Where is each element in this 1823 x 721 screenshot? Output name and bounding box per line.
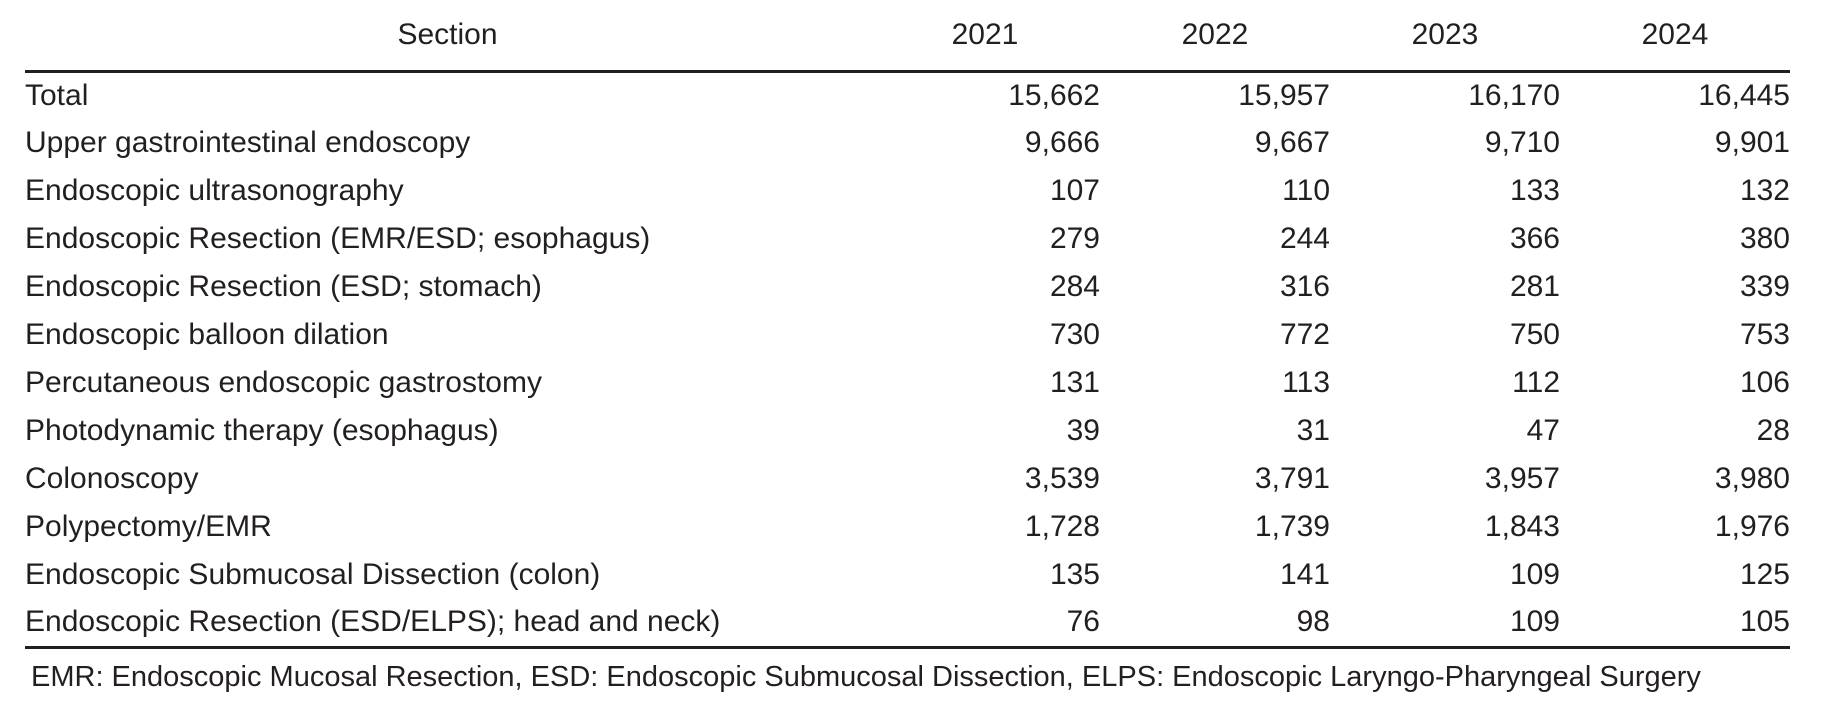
row-value: 279 — [1049, 222, 1100, 255]
row-value: 1,843 — [1484, 510, 1560, 543]
row-label: Endoscopic balloon dilation — [25, 318, 389, 351]
row-value: 110 — [1282, 174, 1330, 207]
table-row: Percutaneous endoscopic gastrostomy 131 … — [25, 359, 1790, 407]
row-value: 16,170 — [1468, 78, 1560, 112]
footnote: EMR: Endoscopic Mucosal Resection, ESD: … — [31, 660, 1701, 693]
row-value: 1,728 — [1024, 510, 1100, 543]
row-label: Endoscopic Resection (ESD; stomach) — [25, 270, 542, 303]
row-value: 15,662 — [1008, 78, 1100, 112]
row-value: 9,667 — [1254, 126, 1330, 159]
row-value: 339 — [1739, 270, 1790, 303]
row-value: 281 — [1509, 270, 1560, 303]
row-value: 31 — [1296, 414, 1330, 447]
row-value: 244 — [1279, 222, 1330, 255]
row-value: 112 — [1512, 366, 1560, 399]
table-row: Upper gastrointestinal endoscopy 9,666 9… — [25, 119, 1790, 167]
row-value: 98 — [1296, 605, 1330, 639]
row-value: 772 — [1279, 318, 1330, 351]
table-header-row: Section 2021 2022 2023 2024 — [25, 0, 1790, 71]
row-value: 109 — [1509, 605, 1560, 639]
row-value: 1,739 — [1254, 510, 1330, 543]
row-value: 125 — [1739, 558, 1790, 591]
row-label: Endoscopic Resection (ESD/ELPS); head an… — [25, 605, 721, 639]
row-value: 28 — [1756, 414, 1790, 447]
row-value: 730 — [1049, 318, 1100, 351]
row-value: 135 — [1049, 558, 1100, 591]
row-value: 284 — [1049, 270, 1100, 303]
header-cell-year-2024: 2024 — [1641, 17, 1709, 51]
table-header: Section 2021 2022 2023 2024 — [25, 0, 1790, 71]
row-value: 366 — [1509, 222, 1560, 255]
row-value: 15,957 — [1238, 78, 1330, 112]
row-label: Percutaneous endoscopic gastrostomy — [25, 366, 542, 399]
table-row: Endoscopic Resection (EMR/ESD; esophagus… — [25, 215, 1790, 263]
row-value: 39 — [1066, 414, 1100, 447]
row-label: Endoscopic Submucosal Dissection (colon) — [25, 558, 601, 591]
row-label: Total — [25, 78, 89, 112]
row-value: 9,901 — [1714, 126, 1790, 159]
table-row: Polypectomy/EMR 1,728 1,739 1,843 1,976 — [25, 503, 1790, 551]
header-cell-year-2023: 2023 — [1411, 17, 1479, 51]
row-value: 105 — [1739, 605, 1790, 639]
row-value: 3,957 — [1484, 462, 1560, 495]
row-value: 16,445 — [1698, 78, 1790, 112]
table-row: Endoscopic Resection (ESD/ELPS); head an… — [25, 599, 1790, 647]
row-label: Endoscopic ultrasonography — [25, 174, 404, 207]
row-value: 1,976 — [1714, 510, 1790, 543]
row-value: 106 — [1739, 366, 1790, 399]
row-value: 380 — [1739, 222, 1790, 255]
row-value: 316 — [1279, 270, 1330, 303]
row-value: 750 — [1509, 318, 1560, 351]
table-row: Total 15,662 15,957 16,170 16,445 — [25, 71, 1790, 119]
row-value: 3,791 — [1254, 462, 1330, 495]
row-value: 9,710 — [1484, 126, 1560, 159]
row-value: 76 — [1066, 605, 1100, 639]
header-cell-section: Section — [397, 17, 498, 51]
row-label: Endoscopic Resection (EMR/ESD; esophagus… — [25, 222, 651, 255]
row-value: 133 — [1509, 174, 1560, 207]
table-row: Endoscopic ultrasonography 107 110 133 1… — [25, 167, 1790, 215]
data-table: Section 2021 2022 2023 2024 Total 15,662… — [25, 0, 1790, 649]
row-label: Polypectomy/EMR — [25, 510, 272, 543]
row-value: 3,539 — [1024, 462, 1100, 495]
row-value: 3,980 — [1714, 462, 1790, 495]
row-value: 131 — [1049, 366, 1100, 399]
table-row: Endoscopic Resection (ESD; stomach) 284 … — [25, 263, 1790, 311]
row-value: 47 — [1526, 414, 1560, 447]
header-cell-year-2022: 2022 — [1181, 17, 1249, 51]
row-label: Colonoscopy — [25, 462, 199, 495]
row-label: Upper gastrointestinal endoscopy — [25, 126, 471, 159]
table-row: Photodynamic therapy (esophagus) 39 31 4… — [25, 407, 1790, 455]
row-value: 107 — [1049, 174, 1100, 207]
table-body: Total 15,662 15,957 16,170 16,445 Upper … — [25, 71, 1790, 647]
header-cell-year-2021: 2021 — [951, 17, 1019, 51]
row-value: 9,666 — [1024, 126, 1100, 159]
row-label: Photodynamic therapy (esophagus) — [25, 414, 499, 447]
row-value: 753 — [1739, 318, 1790, 351]
table-row: Endoscopic Submucosal Dissection (colon)… — [25, 551, 1790, 599]
row-value: 132 — [1739, 174, 1790, 207]
row-value: 141 — [1279, 558, 1330, 591]
row-value: 109 — [1509, 558, 1560, 591]
row-value: 113 — [1282, 366, 1330, 399]
table-row: Endoscopic balloon dilation 730 772 750 … — [25, 311, 1790, 359]
table-row: Colonoscopy 3,539 3,791 3,957 3,980 — [25, 455, 1790, 503]
